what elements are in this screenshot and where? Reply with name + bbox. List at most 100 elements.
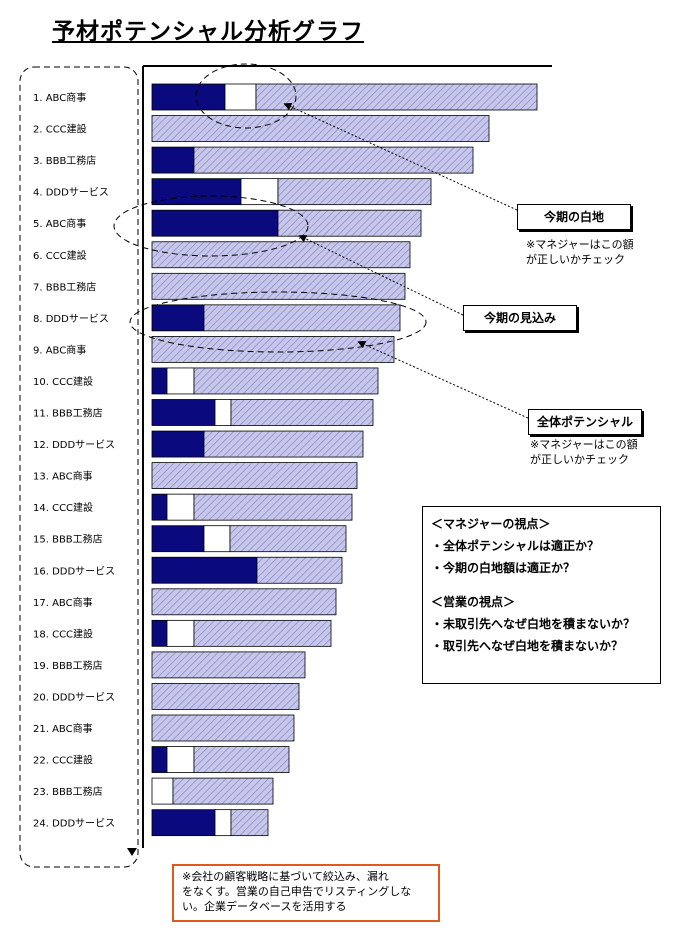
category-label: 21. ABC商事 (33, 722, 93, 735)
bar-forecast (151, 619, 168, 647)
bar-blank (166, 746, 195, 773)
bar-potential (151, 588, 337, 616)
blank-callout: 今期の白地 (517, 204, 631, 230)
bar-potential (230, 809, 269, 837)
potential-note-line: ※マネジャーはこの額 (530, 438, 638, 451)
bar-potential (151, 335, 395, 363)
bar-forecast (151, 209, 279, 237)
bar-blank (214, 399, 232, 426)
potential-callout: 全体ポテンシャル (528, 409, 642, 435)
bar-forecast (151, 809, 216, 837)
bar-forecast (151, 399, 216, 426)
category-label: 15. BBB工務店 (33, 533, 103, 546)
forecast-callout: 今期の見込み (463, 305, 577, 331)
bar-potential (193, 619, 332, 647)
potential-highlight-ellipse (129, 291, 427, 353)
blank-highlight-ellipse (195, 63, 297, 129)
bar-forecast (151, 556, 258, 584)
footnote-line: をなくす。営業の自己申告でリスティングしな (182, 885, 412, 898)
category-label: 20. DDDサービス (33, 691, 115, 703)
bar-potential (203, 430, 364, 458)
forecast-highlight-ellipse (113, 195, 309, 257)
bar-potential (229, 525, 347, 553)
category-label: 16. DDDサービス (33, 565, 115, 577)
bar-potential (193, 146, 474, 174)
category-label: 8. DDDサービス (33, 313, 109, 325)
bar-potential (255, 83, 538, 111)
bar-potential (193, 367, 379, 395)
category-label: 22. CCC建設 (33, 754, 93, 767)
bar-potential (151, 241, 411, 269)
bar-potential (277, 178, 432, 206)
bar-blank (151, 777, 174, 805)
category-label: 4. DDDサービス (33, 187, 109, 199)
bar-blank (224, 83, 257, 111)
category-label: 9. ABC商事 (33, 343, 86, 356)
category-label: 12. DDDサービス (33, 439, 115, 451)
bar-forecast (151, 493, 168, 521)
category-label: 2. CCC建設 (33, 123, 87, 136)
category-label: 17. ABC商事 (33, 596, 93, 609)
potential-leader-line (357, 340, 529, 419)
blank-note: ※マネジャーはこの額 が正しいかチェック (526, 237, 634, 267)
bar-potential (151, 272, 406, 300)
bar-potential (203, 304, 401, 332)
category-label: 10. CCC建設 (33, 375, 93, 388)
blank-note-line: が正しいかチェック (526, 253, 625, 266)
bar-blank (240, 178, 279, 206)
bar-blank (166, 619, 195, 647)
bar-forecast (151, 83, 226, 111)
page-title: 予材ポテンシャル分析グラフ (52, 19, 364, 45)
bar-potential (230, 399, 374, 426)
bar-forecast (151, 304, 205, 332)
bar-potential (277, 209, 422, 237)
category-label: 1. ABC商事 (33, 91, 86, 104)
category-label: 19. BBB工務店 (33, 659, 103, 672)
bar-potential (151, 462, 358, 490)
bar-potential (151, 683, 300, 710)
sales-item: ・取引先へなぜ白地を積まないか？ (431, 639, 624, 653)
category-label: 11. BBB工務店 (33, 407, 103, 420)
potential-note: ※マネジャーはこの額 が正しいかチェック (530, 437, 638, 467)
category-label: 5. ABC商事 (33, 217, 86, 230)
bar-forecast (151, 746, 168, 773)
category-label: 23. BBB工務店 (33, 785, 103, 798)
footnote-line: い。企業データベースを活用する (182, 900, 347, 913)
bar-blank (214, 809, 232, 837)
category-label: 24. DDDサービス (33, 818, 115, 830)
sales-heading: ＜営業の視点＞ (431, 595, 516, 609)
category-bracket (19, 66, 139, 868)
bar-potential (151, 115, 490, 142)
bar-blank (166, 367, 195, 395)
manager-heading: ＜マネジャーの視点＞ (431, 517, 551, 531)
manager-item: ・全体ポテンシャルは適正か？ (431, 539, 600, 553)
category-label: 13. ABC商事 (33, 470, 93, 483)
category-label: 7. BBB工務店 (33, 280, 96, 293)
sales-item: ・未取引先へなぜ白地を積まないか？ (431, 617, 636, 631)
category-label: 3. BBB工務店 (33, 154, 96, 167)
bar-potential (193, 493, 353, 521)
footnote-box: ※会社の顧客戦略に基づいて絞込み、漏れ をなくす。営業の自己申告でリスティングし… (172, 864, 440, 922)
bar-forecast (151, 146, 195, 174)
bar-blank (203, 525, 231, 553)
bar-forecast (151, 525, 205, 553)
category-label: 18. CCC建設 (33, 627, 93, 640)
bar-potential (151, 651, 306, 679)
axis-arrow-icon (127, 848, 137, 856)
bar-forecast (151, 367, 168, 395)
forecast-leader-line (298, 235, 464, 316)
bar-potential (193, 746, 290, 773)
footnote-line: ※会社の顧客戦略に基づいて絞込み、漏れ (182, 870, 389, 883)
category-label: 6. CCC建設 (33, 249, 87, 262)
bar-blank (166, 493, 195, 521)
bar-forecast (151, 178, 242, 206)
bar-potential (172, 777, 274, 805)
potential-note-line: が正しいかチェック (530, 453, 629, 466)
category-label: 14. CCC建設 (33, 501, 93, 514)
viewpoint-box: ＜マネジャーの視点＞ ・全体ポテンシャルは適正か？ ・今期の白地額は適正か？ ＜… (422, 506, 661, 684)
blank-note-line: ※マネジャーはこの額 (526, 238, 634, 251)
bar-potential (256, 556, 343, 584)
bar-potential (151, 714, 295, 742)
manager-item: ・今期の白地額は適正か？ (431, 561, 576, 575)
